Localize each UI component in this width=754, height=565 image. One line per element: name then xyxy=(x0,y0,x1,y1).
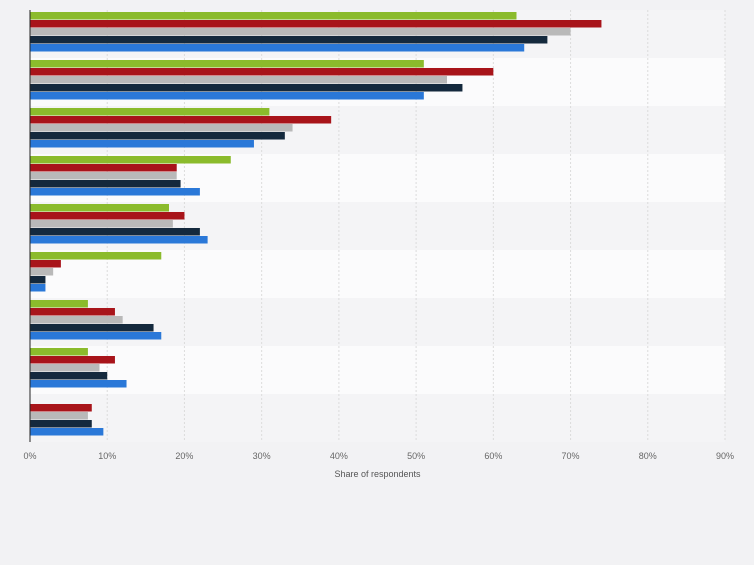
x-tick-label: 80% xyxy=(639,451,657,461)
bar xyxy=(30,324,154,332)
bar xyxy=(30,260,61,268)
bar xyxy=(30,316,123,324)
bar xyxy=(30,380,127,388)
bar xyxy=(30,116,332,124)
bar xyxy=(30,60,424,68)
bar xyxy=(30,164,177,172)
bar xyxy=(30,252,162,260)
bar xyxy=(30,20,602,28)
bar xyxy=(30,76,447,84)
bar xyxy=(30,84,463,92)
bar xyxy=(30,44,525,52)
bar xyxy=(30,68,494,76)
bar xyxy=(30,92,424,100)
x-tick-label: 30% xyxy=(253,451,271,461)
bar xyxy=(30,36,548,44)
x-tick-labels: 0% 10% 20% 30% 40% 50% 60% 70% 80% 90% xyxy=(23,451,734,461)
bar xyxy=(30,372,108,380)
bar xyxy=(30,300,88,308)
bar xyxy=(30,12,517,20)
x-tick-label: 40% xyxy=(330,451,348,461)
bar xyxy=(30,404,92,412)
x-tick-label: 0% xyxy=(23,451,36,461)
x-tick-label: 50% xyxy=(407,451,425,461)
x-tick-label: 20% xyxy=(175,451,193,461)
bar xyxy=(30,228,200,236)
bar xyxy=(30,108,270,116)
bar xyxy=(30,156,231,164)
bar xyxy=(30,356,115,364)
bar xyxy=(30,308,115,316)
x-tick-label: 10% xyxy=(98,451,116,461)
bar xyxy=(30,172,177,180)
x-tick-label: 70% xyxy=(562,451,580,461)
bar xyxy=(30,276,46,284)
bar xyxy=(30,364,100,372)
x-axis-title: Share of respondents xyxy=(334,469,421,479)
x-tick-label: 90% xyxy=(716,451,734,461)
bar xyxy=(30,420,92,428)
bar xyxy=(30,140,254,148)
bar xyxy=(30,428,104,436)
bar xyxy=(30,204,169,212)
bar xyxy=(30,348,88,356)
bar xyxy=(30,212,185,220)
bar xyxy=(30,268,54,276)
bars xyxy=(30,12,602,436)
category-band xyxy=(30,346,725,394)
bar xyxy=(30,236,208,244)
bar xyxy=(30,28,571,36)
bar xyxy=(30,124,293,132)
bar xyxy=(30,220,173,228)
category-band xyxy=(30,394,725,442)
bar xyxy=(30,332,162,340)
bar xyxy=(30,132,285,140)
bar xyxy=(30,188,200,196)
bar xyxy=(30,180,181,188)
x-tick-label: 60% xyxy=(484,451,502,461)
bar xyxy=(30,284,46,292)
bar xyxy=(30,412,88,420)
